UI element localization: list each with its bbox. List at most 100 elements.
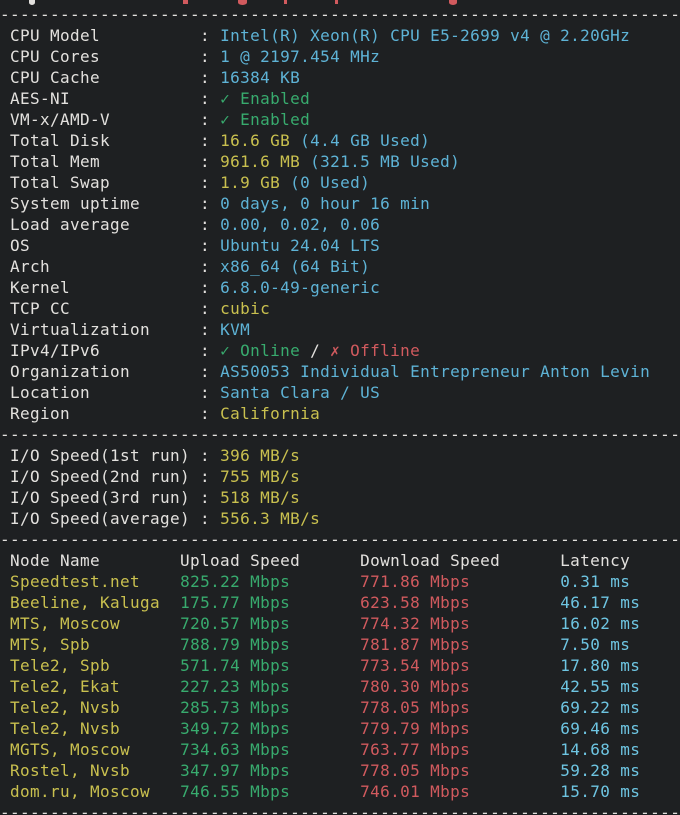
node-name-cell: Rostel, Nvsb xyxy=(0,761,181,780)
clipped-top-line xyxy=(0,0,680,6)
field-value-segment: 1 @ 2197.454 MHz xyxy=(220,47,381,66)
node-name-cell: Tele2, Spb xyxy=(0,656,181,675)
sysinfo-line: OS : Ubuntu 24.04 LTS xyxy=(0,235,680,256)
speedtest-row: Beeline, Kaluga 175.77 Mbps 623.58 Mbps … xyxy=(0,592,680,613)
clipped-text-fragment xyxy=(284,0,287,4)
field-value-segment: (321.5 MB Used) xyxy=(300,152,461,171)
sysinfo-line: Total Disk : 16.6 GB (4.4 GB Used) xyxy=(0,130,680,151)
io-speed-line: I/O Speed(1st run) : 396 MB/s xyxy=(0,445,680,466)
field-value-segment: ✗ Offline xyxy=(330,341,421,360)
field-label: I/O Speed(3rd run) : xyxy=(0,488,221,507)
latency-cell: 14.68 ms xyxy=(560,740,641,759)
sysinfo-line: Kernel : 6.8.0-49-generic xyxy=(0,277,680,298)
field-label: I/O Speed(1st run) : xyxy=(0,446,221,465)
field-value-segment: Intel(R) Xeon(R) CPU E5-2699 v4 @ 2.20GH… xyxy=(220,26,631,45)
field-label: I/O Speed(2nd run) : xyxy=(0,467,221,486)
upload-speed-cell: 746.55 Mbps xyxy=(180,782,361,801)
speedtest-table: Speedtest.net 825.22 Mbps 771.86 Mbps 0.… xyxy=(0,571,680,802)
field-label: Total Mem : xyxy=(0,152,221,171)
io-speed-line: I/O Speed(average) : 556.3 MB/s xyxy=(0,508,680,529)
field-label: Total Disk : xyxy=(0,131,221,150)
sysinfo-line: CPU Cores : 1 @ 2197.454 MHz xyxy=(0,46,680,67)
sysinfo-line: VM-x/AMD-V : ✓ Enabled xyxy=(0,109,680,130)
field-label: CPU Cache : xyxy=(0,68,221,87)
io-speed-section: I/O Speed(1st run) : 396 MB/s I/O Speed(… xyxy=(0,445,680,529)
speedtest-row: MGTS, Moscow 734.63 Mbps 763.77 Mbps 14.… xyxy=(0,739,680,760)
terminal-output: ----------------------------------------… xyxy=(0,4,680,815)
field-value-segment: (0 Used) xyxy=(280,173,371,192)
speedtest-row: Tele2, Ekat 227.23 Mbps 780.30 Mbps 42.5… xyxy=(0,676,680,697)
speedtest-header-row: Node Name Upload Speed Download Speed La… xyxy=(0,550,680,571)
upload-speed-cell: 788.79 Mbps xyxy=(180,635,361,654)
latency-cell: 69.46 ms xyxy=(560,719,641,738)
sysinfo-line: CPU Cache : 16384 KB xyxy=(0,67,680,88)
field-value-segment: 0 days, 0 hour 16 min xyxy=(220,194,431,213)
speedtest-row: MTS, Moscow 720.57 Mbps 774.32 Mbps 16.0… xyxy=(0,613,680,634)
field-label: VM-x/AMD-V : xyxy=(0,110,221,129)
download-speed-cell: 771.86 Mbps xyxy=(360,572,561,591)
field-label: Load average : xyxy=(0,215,221,234)
sysinfo-line: CPU Model : Intel(R) Xeon(R) CPU E5-2699… xyxy=(0,25,680,46)
upload-speed-cell: 347.97 Mbps xyxy=(180,761,361,780)
sysinfo-line: Arch : x86_64 (64 Bit) xyxy=(0,256,680,277)
clipped-text-fragment xyxy=(29,0,35,5)
sysinfo-line: TCP CC : cubic xyxy=(0,298,680,319)
field-value-segment: x86_64 (64 Bit) xyxy=(220,257,371,276)
field-value-segment: 6.8.0-49-generic xyxy=(220,278,381,297)
speedtest-row: Tele2, Nvsb 349.72 Mbps 779.79 Mbps 69.4… xyxy=(0,718,680,739)
latency-cell: 7.50 ms xyxy=(560,635,631,654)
field-value-segment: Santa Clara / US xyxy=(220,383,381,402)
download-speed-cell: 773.54 Mbps xyxy=(360,656,561,675)
field-label: System uptime : xyxy=(0,194,221,213)
field-value-segment: KVM xyxy=(220,320,251,339)
latency-cell: 0.31 ms xyxy=(560,572,631,591)
upload-speed-cell: 571.74 Mbps xyxy=(180,656,361,675)
latency-cell: 16.02 ms xyxy=(560,614,641,633)
field-value-segment: 16384 KB xyxy=(220,68,301,87)
sysinfo-line: IPv4/IPv6 : ✓ Online / ✗ Offline xyxy=(0,340,680,361)
sysinfo-line: Location : Santa Clara / US xyxy=(0,382,680,403)
field-value-segment: ✓ Enabled xyxy=(220,110,311,129)
upload-speed-cell: 720.57 Mbps xyxy=(180,614,361,633)
download-speed-cell: 780.30 Mbps xyxy=(360,677,561,696)
speedtest-row: MTS, Spb 788.79 Mbps 781.87 Mbps 7.50 ms xyxy=(0,634,680,655)
field-label: CPU Model : xyxy=(0,26,221,45)
field-value-segment: 556.3 MB/s xyxy=(220,509,321,528)
speedtest-row: Tele2, Nvsb 285.73 Mbps 778.05 Mbps 69.2… xyxy=(0,697,680,718)
sysinfo-line: Virtualization : KVM xyxy=(0,319,680,340)
sysinfo-line: Total Mem : 961.6 MB (321.5 MB Used) xyxy=(0,151,680,172)
io-speed-line: I/O Speed(2nd run) : 755 MB/s xyxy=(0,466,680,487)
field-value-segment: (4.4 GB Used) xyxy=(290,131,431,150)
speedtest-row: Rostel, Nvsb 347.97 Mbps 778.05 Mbps 59.… xyxy=(0,760,680,781)
upload-speed-cell: 734.63 Mbps xyxy=(180,740,361,759)
sysinfo-line: Load average : 0.00, 0.02, 0.06 xyxy=(0,214,680,235)
upload-speed-cell: 175.77 Mbps xyxy=(180,593,361,612)
download-speed-cell: 746.01 Mbps xyxy=(360,782,561,801)
speedtest-row: Tele2, Spb 571.74 Mbps 773.54 Mbps 17.80… xyxy=(0,655,680,676)
latency-cell: 17.80 ms xyxy=(560,656,641,675)
sysinfo-line: Region : California xyxy=(0,403,680,424)
sysinfo-line: AES-NI : ✓ Enabled xyxy=(0,88,680,109)
field-label: Organization : xyxy=(0,362,221,381)
separator-line: ----------------------------------------… xyxy=(0,5,680,24)
separator-line: ----------------------------------------… xyxy=(0,530,680,549)
download-speed-cell: 774.32 Mbps xyxy=(360,614,561,633)
clipped-text-fragment xyxy=(449,0,457,5)
field-value-segment: 961.6 MB xyxy=(220,152,301,171)
latency-cell: 59.28 ms xyxy=(560,761,641,780)
latency-cell: 15.70 ms xyxy=(560,782,641,801)
field-value-segment: AS50053 Individual Entrepreneur Anton Le… xyxy=(220,362,651,381)
separator-line: ----------------------------------------… xyxy=(0,803,680,815)
field-value-segment: 0.00, 0.02, 0.06 xyxy=(220,215,381,234)
field-value-segment: 755 MB/s xyxy=(220,467,301,486)
field-label: IPv4/IPv6 : xyxy=(0,341,221,360)
speedtest-row: Speedtest.net 825.22 Mbps 771.86 Mbps 0.… xyxy=(0,571,680,592)
field-label: Virtualization : xyxy=(0,320,221,339)
upload-speed-cell: 349.72 Mbps xyxy=(180,719,361,738)
node-name-cell: Beeline, Kaluga xyxy=(0,593,181,612)
sysinfo-line: Organization : AS50053 Individual Entrep… xyxy=(0,361,680,382)
latency-cell: 69.22 ms xyxy=(560,698,641,717)
field-value-segment: Ubuntu 24.04 LTS xyxy=(220,236,381,255)
node-name-cell: Tele2, Nvsb xyxy=(0,698,181,717)
